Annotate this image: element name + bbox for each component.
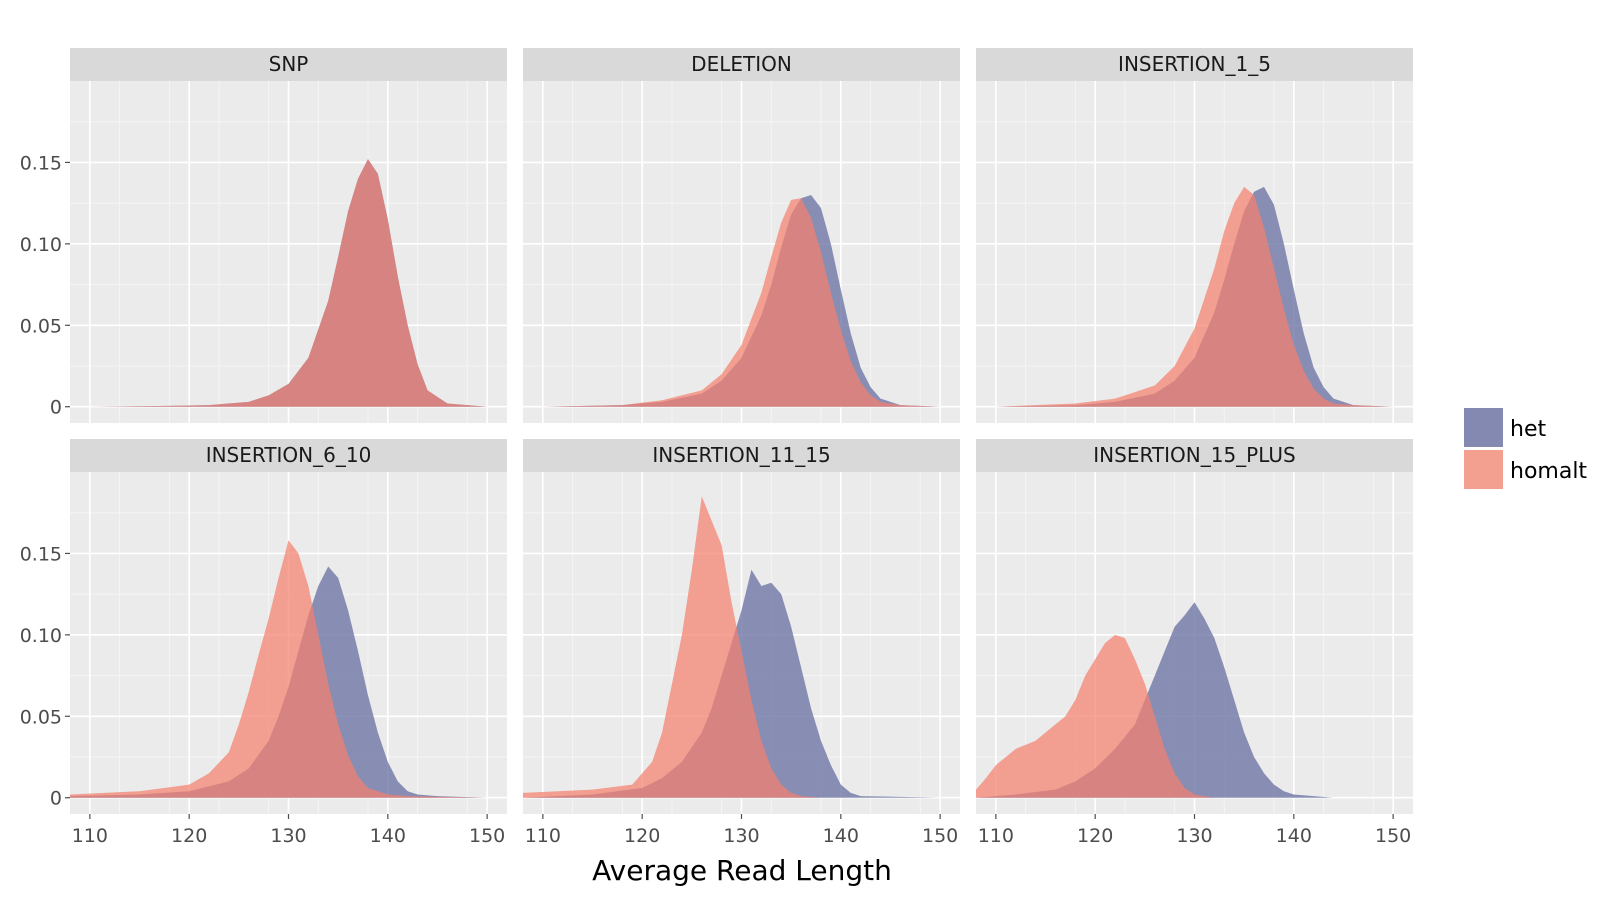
facet-strip xyxy=(70,439,507,472)
x-tick-label: 120 xyxy=(1077,825,1113,847)
x-tick-label: 140 xyxy=(1276,825,1312,847)
facet-title: INSERTION_6_10 xyxy=(206,443,372,467)
facet-panel: SNP 0 0.05 0.10 0.15 xyxy=(20,48,507,423)
y-tick-label: 0.10 xyxy=(20,234,62,256)
x-tick-label: 120 xyxy=(624,825,660,847)
x-tick-label: 150 xyxy=(469,825,505,847)
y-tick-label: 0 xyxy=(50,788,62,810)
y-tick-label: 0.15 xyxy=(20,543,62,565)
x-tick-label: 130 xyxy=(270,825,306,847)
legend-label-homalt: homalt xyxy=(1510,459,1587,484)
facet-title: SNP xyxy=(269,52,309,76)
x-tick-label: 130 xyxy=(723,825,759,847)
facet-strip xyxy=(523,439,960,472)
x-tick-label: 140 xyxy=(823,825,859,847)
facet-panel: INSERTION_11_15 110 120 130 140 150 xyxy=(523,439,960,847)
homalt-histogram xyxy=(89,159,488,407)
facet-panel: INSERTION_15_PLUS 110 120 130 140 150 xyxy=(976,439,1413,847)
facet-strip xyxy=(523,48,960,81)
het-histogram xyxy=(976,602,1394,798)
facet-strip xyxy=(70,48,507,81)
x-axis-title: Average Read Length xyxy=(592,854,892,887)
y-tick-label: 0.10 xyxy=(20,625,62,647)
x-tick-label: 150 xyxy=(1375,825,1411,847)
homalt-histogram xyxy=(995,186,1394,407)
facet-title: INSERTION_15_PLUS xyxy=(1093,443,1295,467)
x-tick-label: 130 xyxy=(1176,825,1212,847)
x-tick-label: 150 xyxy=(922,825,958,847)
facet-title: INSERTION_1_5 xyxy=(1118,52,1271,76)
facet-panel: INSERTION_6_10 0 0.05 0.10 0.15 110 120 130 140 1… xyxy=(20,439,507,847)
x-tick-label: 110 xyxy=(978,825,1014,847)
x-tick-label: 120 xyxy=(171,825,207,847)
facet-strip xyxy=(976,439,1413,472)
legend-key-het xyxy=(1464,408,1503,447)
homalt-histogram xyxy=(523,496,941,798)
homalt-histogram xyxy=(976,634,1394,798)
y-tick-label: 0.15 xyxy=(20,152,62,174)
homalt-histogram xyxy=(70,540,488,798)
facet-title: INSERTION_11_15 xyxy=(652,443,830,467)
legend-label-het: het xyxy=(1510,417,1546,442)
facet-panels: SNP 0 0.05 0.10 0.15 DELETION INSERTION_1_5 INS… xyxy=(20,48,1413,847)
facet-title: DELETION xyxy=(691,52,792,76)
facet-panel: DELETION xyxy=(523,48,960,423)
x-tick-label: 110 xyxy=(525,825,561,847)
x-tick-label: 110 xyxy=(72,825,108,847)
facet-strip xyxy=(976,48,1413,81)
legend-key-homalt xyxy=(1464,450,1503,489)
y-tick-label: 0.05 xyxy=(20,315,62,337)
x-tick-label: 140 xyxy=(370,825,406,847)
y-tick-label: 0.05 xyxy=(20,706,62,728)
legend: het homalt xyxy=(1464,408,1587,489)
y-tick-label: 0 xyxy=(50,397,62,419)
homalt-histogram xyxy=(542,198,941,407)
facet-panel: INSERTION_1_5 xyxy=(976,48,1413,423)
